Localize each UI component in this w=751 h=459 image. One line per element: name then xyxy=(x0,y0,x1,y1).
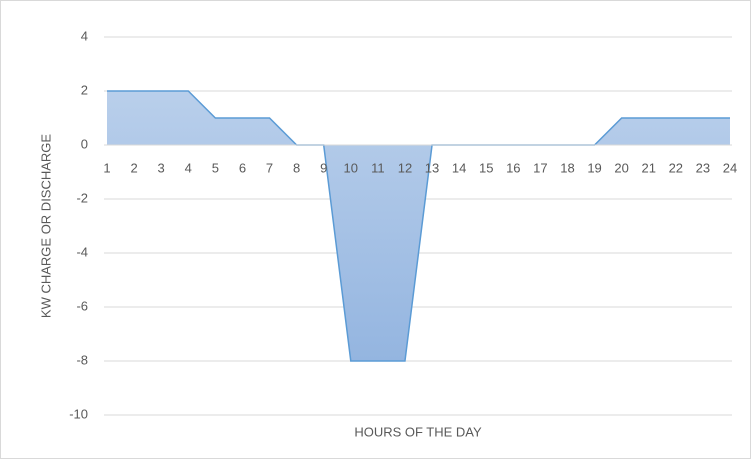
y-tick-label: -2 xyxy=(76,190,88,205)
x-tick-label: 18 xyxy=(560,160,574,175)
x-tick-label: 20 xyxy=(614,160,628,175)
x-tick-label: 12 xyxy=(398,160,412,175)
y-tick-label: -4 xyxy=(76,244,88,259)
x-tick-label: 19 xyxy=(587,160,601,175)
x-tick-label: 17 xyxy=(533,160,547,175)
y-tick-label: 4 xyxy=(81,28,88,43)
y-tick-label: -6 xyxy=(76,298,88,313)
x-axis-label: HOURS OF THE DAY xyxy=(354,424,482,439)
x-tick-label: 16 xyxy=(506,160,520,175)
x-tick-label: 21 xyxy=(642,160,656,175)
x-tick-label: 5 xyxy=(212,160,219,175)
x-tick-label: 10 xyxy=(344,160,358,175)
area-fill xyxy=(107,91,730,361)
x-tick-label: 24 xyxy=(723,160,737,175)
x-tick-label: 15 xyxy=(479,160,493,175)
x-tick-label: 3 xyxy=(158,160,165,175)
x-tick-label: 4 xyxy=(185,160,192,175)
x-tick-label: 22 xyxy=(669,160,683,175)
area-line xyxy=(107,90,730,362)
y-tick-label: 2 xyxy=(81,82,88,97)
y-tick-label: -8 xyxy=(76,352,88,367)
x-tick-label: 14 xyxy=(452,160,466,175)
x-tick-label: 13 xyxy=(425,160,439,175)
y-tick-label: -10 xyxy=(69,406,88,421)
x-tick-label: 1 xyxy=(103,160,110,175)
x-tick-label: 2 xyxy=(130,160,137,175)
x-tick-label: 8 xyxy=(293,160,300,175)
x-tick-label: 6 xyxy=(239,160,246,175)
x-tick-label: 7 xyxy=(266,160,273,175)
y-tick-label: 0 xyxy=(81,136,88,151)
x-tick-label: 9 xyxy=(320,160,327,175)
y-axis-label: KW CHARGE OR DISCHARGE xyxy=(38,134,53,319)
x-tick-label: 11 xyxy=(371,160,385,175)
x-tick-label: 23 xyxy=(696,160,710,175)
